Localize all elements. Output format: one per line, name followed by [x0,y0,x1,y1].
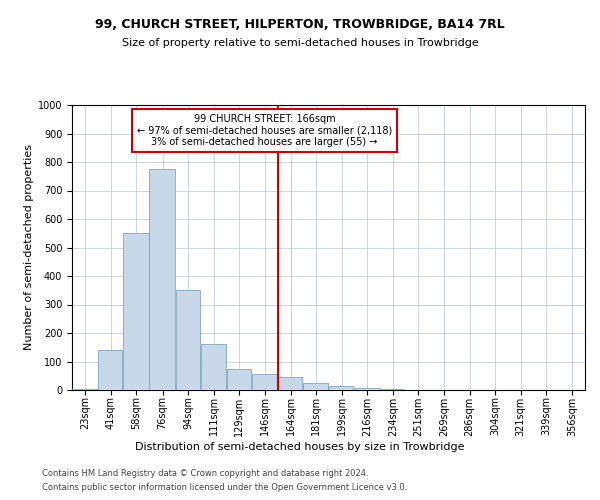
Bar [329,386,353,390]
Text: Distribution of semi-detached houses by size in Trowbridge: Distribution of semi-detached houses by … [135,442,465,452]
Bar [380,389,404,390]
Y-axis label: Number of semi-detached properties: Number of semi-detached properties [23,144,34,350]
Bar [72,388,98,390]
Text: 99 CHURCH STREET: 166sqm
← 97% of semi-detached houses are smaller (2,118)
3% of: 99 CHURCH STREET: 166sqm ← 97% of semi-d… [137,114,392,147]
Bar [200,344,226,390]
Bar [252,374,277,390]
Bar [123,233,149,390]
Text: 99, CHURCH STREET, HILPERTON, TROWBRIDGE, BA14 7RL: 99, CHURCH STREET, HILPERTON, TROWBRIDGE… [95,18,505,30]
Bar [303,383,328,390]
Text: Size of property relative to semi-detached houses in Trowbridge: Size of property relative to semi-detach… [122,38,478,48]
Bar [149,169,175,390]
Bar [278,377,302,390]
Bar [354,388,380,390]
Text: Contains HM Land Registry data © Crown copyright and database right 2024.: Contains HM Land Registry data © Crown c… [42,468,368,477]
Bar [227,368,251,390]
Bar [98,350,122,390]
Bar [176,290,200,390]
Text: Contains public sector information licensed under the Open Government Licence v3: Contains public sector information licen… [42,484,407,492]
